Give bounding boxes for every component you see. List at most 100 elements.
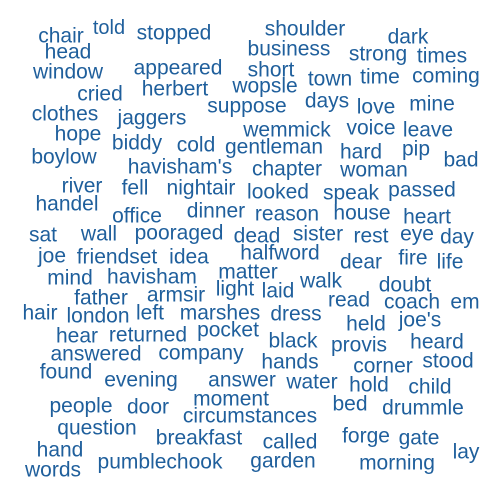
word-shoulder: shoulder: [264, 17, 346, 41]
word-heard: heard: [410, 330, 464, 354]
word-dark: dark: [387, 25, 429, 49]
word-child: child: [408, 375, 452, 399]
word-pip: pip: [401, 137, 431, 161]
word-clothes: clothes: [31, 102, 99, 126]
word-black: black: [268, 329, 318, 353]
word-fire: fire: [398, 246, 428, 270]
word-matter: matter: [218, 260, 278, 284]
word-hand: hand: [36, 438, 84, 462]
word-dead: dead: [233, 224, 281, 248]
word-stopped: stopped: [136, 21, 212, 45]
word-light: light: [215, 277, 255, 301]
word-cried: cried: [77, 82, 123, 106]
word-mine: mine: [409, 92, 455, 116]
word-reason: reason: [254, 202, 320, 226]
word-coming: coming: [412, 64, 480, 88]
word-town: town: [307, 67, 353, 91]
word-armsir: armsir: [146, 283, 206, 307]
word-time: time: [360, 65, 400, 89]
word-office: office: [112, 204, 162, 228]
word-nightair: nightair: [166, 176, 236, 200]
word-water: water: [286, 370, 338, 394]
word-chair: chair: [38, 24, 84, 48]
word-em: em: [450, 290, 480, 314]
word-left: left: [135, 301, 165, 325]
word-lay: lay: [452, 440, 480, 464]
word-jaggers: jaggers: [117, 106, 187, 130]
word-hands: hands: [261, 350, 319, 374]
word-bad: bad: [443, 148, 479, 172]
word-river: river: [61, 174, 103, 198]
word-returned: returned: [108, 323, 188, 347]
word-biddy: biddy: [111, 131, 163, 155]
word-circumstances: circumstances: [182, 404, 318, 428]
word-gate: gate: [398, 426, 440, 450]
word-corner: corner: [353, 354, 413, 378]
word-wall: wall: [80, 222, 118, 246]
word-idea: idea: [169, 245, 209, 269]
word-father: father: [74, 286, 128, 310]
word-pocket: pocket: [197, 318, 259, 342]
word-dear: dear: [339, 250, 383, 274]
word-heart: heart: [403, 205, 451, 229]
word-havisham: havisham: [107, 265, 197, 289]
word-marshes: marshes: [179, 301, 261, 325]
word-suppose: suppose: [207, 94, 287, 118]
word-called: called: [262, 430, 318, 454]
word-door: door: [126, 395, 170, 419]
word-mind: mind: [47, 266, 93, 290]
word-words: words: [24, 458, 82, 482]
word-found: found: [39, 360, 93, 384]
word-sister: sister: [292, 222, 344, 246]
word-sat: sat: [28, 223, 58, 247]
word-people: people: [49, 394, 113, 418]
word-drummle: drummle: [382, 396, 464, 420]
word-hair: hair: [22, 301, 58, 325]
word-walk: walk: [299, 269, 343, 293]
word-morning: morning: [359, 451, 435, 475]
word-answer: answer: [208, 368, 276, 392]
word-rest: rest: [353, 224, 389, 248]
word-hear: hear: [55, 324, 99, 348]
word-company: company: [158, 341, 244, 365]
word-passed: passed: [388, 178, 456, 202]
word-speak: speak: [322, 181, 380, 205]
word-boylow: boylow: [31, 145, 97, 169]
word-looked: looked: [247, 180, 309, 204]
word-joes: joe's: [398, 308, 442, 332]
word-appeared: appeared: [133, 56, 223, 80]
word-eye: eye: [400, 222, 434, 246]
word-wemmick: wemmick: [243, 118, 331, 142]
word-leave: leave: [402, 118, 454, 142]
word-doubt: doubt: [378, 273, 432, 297]
word-provis: provis: [330, 333, 388, 357]
word-window: window: [32, 60, 104, 84]
word-havishams: havisham's: [127, 155, 233, 179]
word-bed: bed: [332, 392, 368, 416]
word-held: held: [346, 312, 386, 336]
word-told: told: [92, 17, 126, 39]
word-love: love: [356, 95, 396, 119]
word-fell: fell: [121, 176, 149, 200]
word-question: question: [57, 416, 137, 440]
word-handel: handel: [35, 192, 99, 216]
word-herbert: herbert: [141, 77, 209, 101]
word-house: house: [333, 201, 391, 225]
word-hard: hard: [339, 140, 383, 164]
word-read: read: [327, 288, 371, 312]
word-short: short: [247, 58, 295, 82]
word-chapter: chapter: [251, 157, 323, 181]
word-cold: cold: [176, 133, 216, 157]
word-dinner: dinner: [186, 199, 246, 223]
word-coach: coach: [383, 290, 441, 314]
word-joe: joe: [37, 244, 67, 268]
word-pumblechook: pumblechook: [97, 450, 223, 474]
word-strong: strong: [348, 42, 408, 66]
word-breakfast: breakfast: [155, 426, 243, 450]
word-day: day: [440, 225, 474, 249]
word-friendset: friendset: [76, 245, 158, 269]
word-laid: laid: [261, 279, 295, 303]
word-times: times: [416, 44, 468, 68]
word-woman: woman: [340, 158, 408, 182]
